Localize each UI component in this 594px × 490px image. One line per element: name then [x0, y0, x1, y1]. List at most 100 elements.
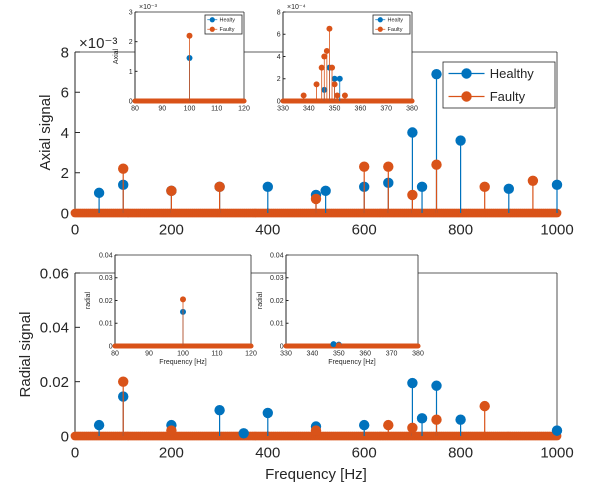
faulty-marker: [214, 181, 225, 193]
y-tick-label: 0.04: [40, 320, 69, 337]
legend-label-faulty: Faulty: [387, 27, 402, 33]
radial-inset-1-marks: [112, 296, 254, 349]
x-tick-label: 350: [333, 350, 345, 357]
legend-marker-faulty: [377, 26, 383, 32]
radial-inset-2-plot-area: [286, 255, 418, 346]
x-tick-label: 120: [245, 350, 257, 357]
x-tick-label: 800: [448, 221, 473, 238]
radial-inset-1-axes: 80 90 100 110 120 0 0.01 0.02 0.03 0.04 radial Freq…: [85, 252, 257, 366]
axial-main-series-faulty: [118, 159, 539, 213]
x-tick-label: 370: [380, 105, 392, 112]
radial-inset-2-marks: [283, 341, 421, 349]
x-tick-label: 330: [280, 350, 292, 357]
x-tick-label: 1000: [540, 221, 573, 238]
y-tick-label: 0: [61, 205, 69, 222]
faulty-marker: [118, 163, 129, 174]
x-tick-label: 100: [177, 350, 189, 357]
axial-inset-2-series-faulty: [300, 25, 348, 101]
x-tick-label: 800: [448, 444, 473, 461]
x-tick-label: 80: [111, 350, 119, 357]
radial-inset-2-y-axis-title: radial: [257, 291, 264, 309]
legend-label-healthy: Healty: [219, 18, 235, 24]
y-tick-label: 0: [109, 343, 113, 350]
axial-inset-1-marks: [132, 32, 247, 104]
y-tick-label: 0: [129, 98, 133, 105]
y-tick-label: 0.02: [40, 374, 69, 391]
radial-inset-1-baseline-stems: [112, 343, 254, 349]
axial-inset-2-legend: Healty Faulty: [372, 14, 411, 35]
legend-marker-healthy: [209, 17, 215, 23]
y-tick-label: 4: [277, 54, 281, 61]
legend-marker-faulty: [209, 26, 215, 32]
healthy-marker: [93, 419, 105, 431]
x-tick-label: 200: [159, 221, 184, 238]
x-tick-label: 0: [71, 444, 79, 461]
axial-inset-2-exponent-label: ×10⁻⁴: [287, 4, 306, 11]
y-tick-label: 6: [61, 85, 69, 102]
x-tick-label: 340: [307, 350, 319, 357]
radial-inset-1-series-faulty: [180, 296, 186, 346]
legend-label-healthy: Healty: [387, 18, 403, 24]
y-tick-label: 6: [277, 32, 281, 39]
axial-main-marks: [70, 68, 563, 218]
legend-label-faulty: Faulty: [490, 89, 526, 104]
faulty-marker: [166, 185, 177, 197]
y-tick-label: 0.04: [270, 252, 284, 259]
axial-inset-1-baseline-stems: [132, 98, 247, 104]
y-tick-label: 8: [61, 44, 69, 61]
y-tick-label: 0.02: [99, 298, 113, 305]
radial-inset-2-series-faulty: [335, 342, 342, 349]
healthy-marker: [238, 428, 249, 439]
healthy-marker: [407, 377, 418, 389]
faulty-marker: [323, 47, 330, 54]
faulty-marker: [479, 181, 490, 193]
faulty-marker: [118, 376, 129, 387]
y-tick-label: 2: [129, 39, 133, 46]
healthy-marker: [262, 407, 273, 419]
y-tick-label: 0.02: [270, 298, 284, 305]
healthy-marker: [336, 75, 343, 82]
faulty-marker: [310, 425, 322, 436]
x-tick-label: 400: [255, 221, 280, 238]
faulty-marker: [383, 419, 394, 431]
healthy-marker: [416, 413, 428, 424]
x-tick-label: 370: [386, 350, 398, 357]
x-tick-label: 80: [131, 105, 139, 112]
healthy-marker: [551, 425, 563, 436]
baseline-marker: [248, 343, 254, 349]
x-tick-label: 330: [277, 105, 289, 112]
healthy-marker: [331, 75, 338, 82]
faulty-marker: [359, 161, 370, 172]
baseline-marker: [415, 343, 421, 349]
healthy-marker: [431, 68, 442, 80]
faulty-marker: [341, 92, 348, 99]
axial-main-y-axis-title: Axial signal: [37, 95, 54, 171]
x-tick-label: 600: [352, 221, 377, 238]
axial-inset-2-marks: [280, 25, 415, 104]
faulty-marker: [321, 53, 328, 60]
radial-inset-2-baseline-stems: [283, 343, 421, 349]
x-tick-label: 200: [159, 444, 184, 461]
faulty-marker: [527, 175, 539, 186]
healthy-marker: [431, 380, 442, 391]
faulty-marker: [479, 400, 490, 412]
healthy-marker: [455, 414, 466, 425]
healthy-marker: [320, 185, 331, 197]
x-tick-label: 350: [329, 105, 341, 112]
radial-main-x-axis-title: Frequency [Hz]: [265, 466, 367, 483]
axial-main-exponent-label: ×10⁻³: [79, 35, 117, 52]
faulty-marker: [431, 414, 442, 425]
faulty-marker: [186, 32, 193, 39]
radial-main-baseline-stems: [70, 431, 562, 441]
y-tick-label: 0: [61, 428, 69, 445]
x-tick-label: 120: [238, 105, 250, 112]
axial-inset-1-series-faulty: [186, 32, 193, 101]
faulty-marker: [334, 92, 341, 99]
faulty-marker: [313, 81, 320, 88]
x-tick-label: 360: [355, 105, 367, 112]
y-tick-label: 0.01: [99, 321, 113, 328]
faulty-marker: [326, 25, 333, 32]
axial-inset-2-axes: 330 340 350 360 370 380 0 2 4 6 8 ×10⁻⁴: [277, 4, 418, 112]
y-tick-label: 1: [129, 69, 133, 76]
